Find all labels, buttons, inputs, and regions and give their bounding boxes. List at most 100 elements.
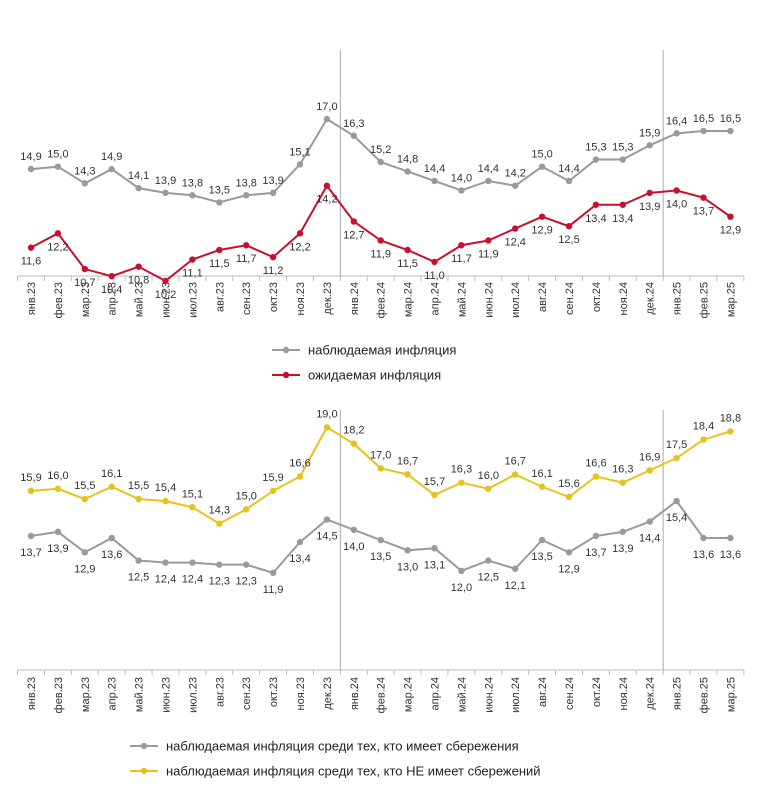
x-tick-label: июл.23 [187, 282, 199, 318]
data-point [538, 483, 546, 490]
data-label: 11,9 [478, 248, 499, 260]
data-point [108, 534, 115, 542]
x-tick-label: апр.23 [107, 282, 119, 315]
data-label: 11,9 [370, 248, 391, 260]
x-tick-label: фев.25 [699, 282, 711, 318]
data-point [350, 440, 357, 447]
data-label: 15,9 [262, 472, 283, 484]
x-tick-label: авг.23 [214, 282, 226, 312]
data-point [565, 177, 573, 185]
data-point [243, 192, 250, 199]
data-label: 11,5 [209, 258, 230, 270]
data-point [700, 534, 707, 542]
data-label: 11,7 [451, 253, 472, 265]
data-point [243, 561, 250, 568]
data-label: 13,5 [370, 551, 391, 563]
data-label: 14,2 [504, 168, 525, 180]
data-label: 13,6 [101, 549, 122, 561]
data-label: 11,5 [397, 258, 418, 270]
data-point [269, 569, 277, 577]
data-label: 13,7 [693, 206, 714, 218]
data-point [485, 177, 492, 185]
data-label: 13,7 [20, 547, 41, 559]
data-label: 13,1 [424, 559, 445, 571]
data-point [646, 142, 653, 149]
data-point [700, 436, 707, 443]
x-tick-label: сен.23 [241, 282, 253, 315]
data-label: 12,0 [451, 582, 472, 594]
legend-label: наблюдаемая инфляция [308, 343, 456, 358]
data-point [350, 526, 357, 533]
data-label: 15,5 [74, 480, 95, 492]
data-point [108, 483, 115, 490]
data-point [512, 182, 519, 189]
data-point [727, 534, 734, 542]
data-label: 15,9 [639, 127, 660, 139]
data-label: 13,7 [585, 547, 606, 559]
x-tick-label: фев.24 [376, 677, 388, 713]
data-label: 12,1 [504, 580, 525, 592]
data-label: 15,4 [155, 482, 176, 494]
data-label: 16,3 [612, 464, 633, 476]
x-tick-label: ноя.23 [295, 282, 307, 315]
data-point [377, 237, 384, 244]
x-tick-label: янв.24 [349, 677, 361, 710]
x-tick-label: янв.25 [672, 282, 684, 315]
data-point [296, 538, 304, 546]
x-tick-label: мар.23 [80, 677, 92, 712]
x-tick-label: фев.24 [376, 282, 388, 318]
legend-swatch-marker [282, 346, 290, 354]
data-point [458, 187, 465, 194]
data-label: 13,6 [720, 549, 741, 561]
data-point [189, 256, 196, 263]
x-tick-label: окт.23 [268, 282, 280, 312]
data-point [135, 495, 142, 503]
data-point [27, 532, 35, 540]
data-label: 11,9 [263, 584, 284, 596]
data-point [81, 180, 89, 187]
data-point [592, 532, 600, 540]
data-point [27, 487, 35, 495]
data-point [404, 471, 411, 478]
data-point [54, 485, 62, 492]
data-point [54, 163, 62, 170]
data-label: 14,4 [478, 163, 499, 175]
x-tick-label: май.23 [134, 677, 146, 712]
data-label: 15,1 [182, 488, 203, 500]
data-point [135, 184, 142, 192]
data-label: 16,4 [666, 115, 687, 127]
data-point [673, 130, 680, 137]
data-point [27, 165, 35, 173]
data-label: 13,9 [639, 201, 660, 213]
data-label: 14,4 [558, 163, 579, 175]
data-point [27, 244, 35, 251]
data-point [565, 493, 573, 501]
data-label: 17,5 [666, 439, 687, 451]
data-point [646, 467, 653, 474]
data-point [350, 218, 357, 225]
data-label: 14,8 [397, 153, 418, 165]
x-tick-label: ноя.23 [295, 677, 307, 710]
data-label: 13,4 [585, 213, 606, 225]
data-point [269, 487, 277, 495]
x-tick-label: ноя.24 [618, 677, 630, 710]
chart-observed-vs-expected: янв.23 фев.23 мар.23 апр.23 май.23 июн.23 июл.… [17, 50, 745, 383]
data-point [404, 547, 411, 554]
data-point [135, 557, 142, 564]
data-label: 13,8 [182, 177, 203, 189]
x-tick-label: фев.23 [53, 282, 65, 318]
x-tick-label: фев.23 [53, 677, 65, 713]
data-label: 16,5 [720, 113, 741, 125]
data-label: 12,5 [478, 572, 499, 584]
data-label: 10,8 [128, 275, 149, 287]
x-tick-label: апр.24 [430, 282, 442, 315]
data-label: 13,0 [397, 561, 418, 573]
x-tick-label: дек.23 [322, 282, 334, 315]
data-point [538, 536, 546, 544]
data-label: 14,0 [451, 173, 472, 185]
x-tick-label: янв.23 [26, 282, 38, 315]
data-point [296, 230, 304, 237]
data-label: 13,4 [612, 213, 633, 225]
data-point [619, 201, 626, 208]
